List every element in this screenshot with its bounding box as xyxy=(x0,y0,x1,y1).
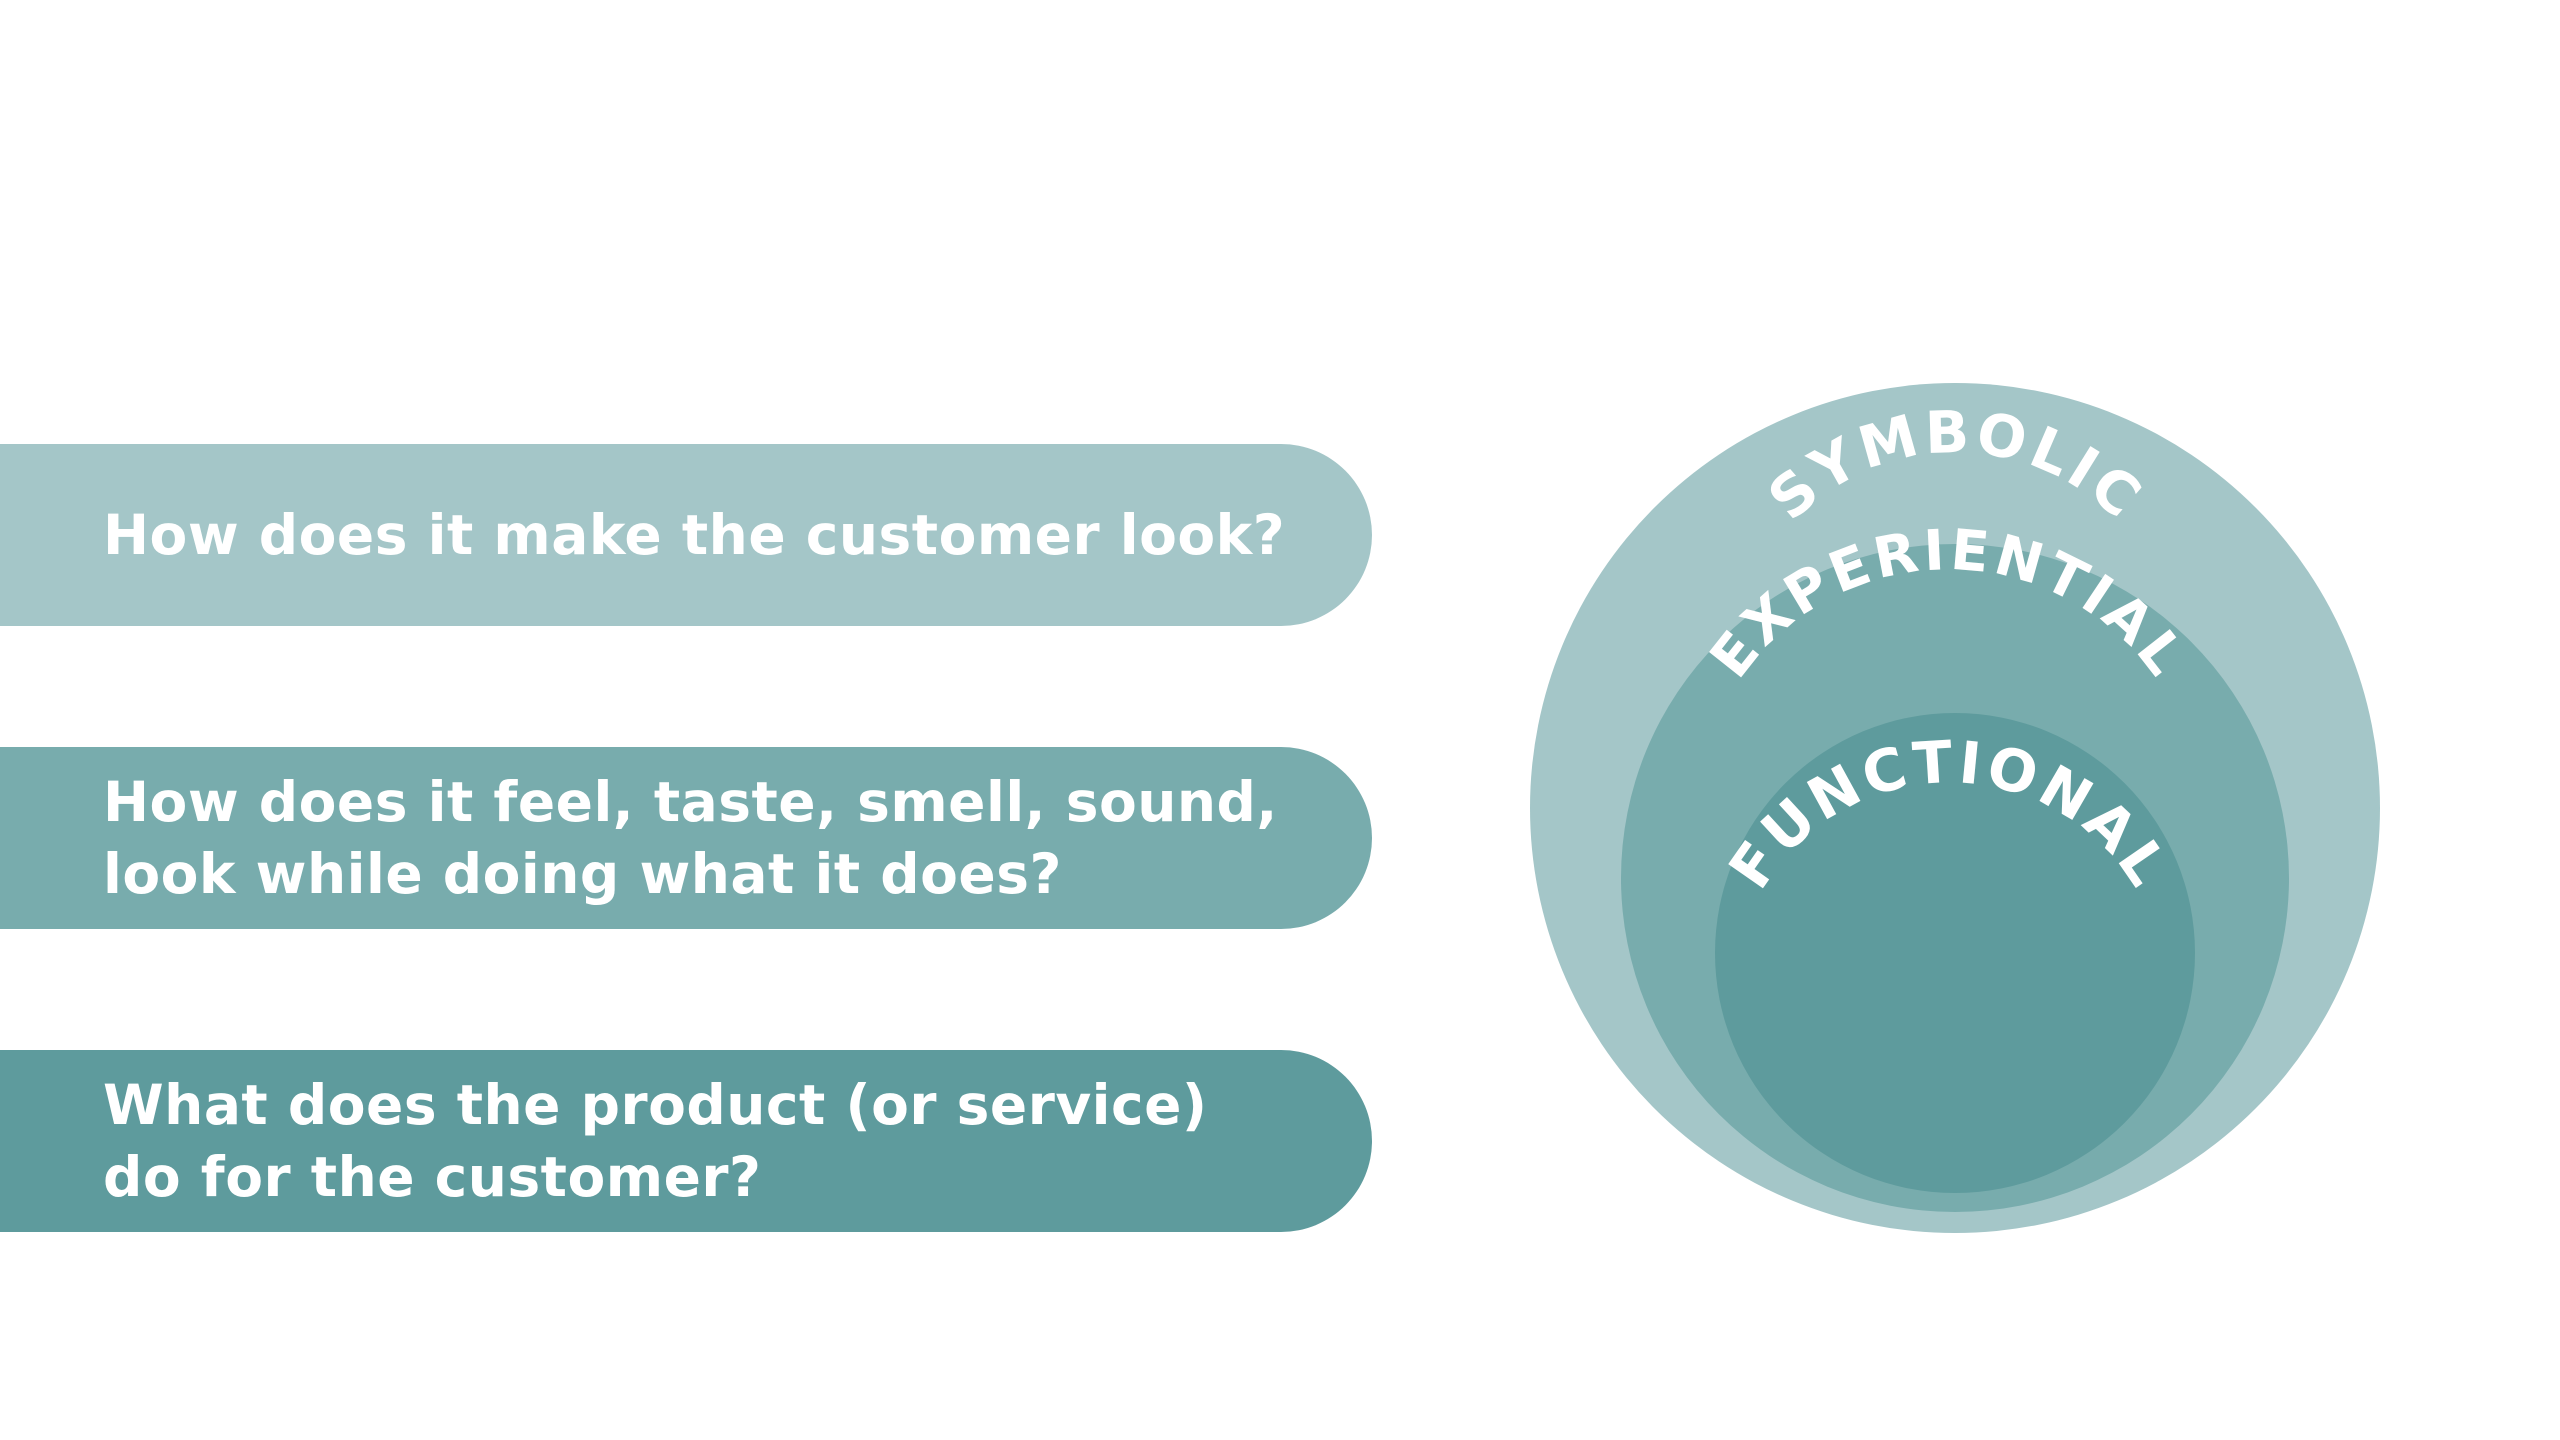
symbolic-question-line-1: How does it make the customer look? xyxy=(103,503,1286,567)
symbolic-question-bar: How does it make the customer look? xyxy=(0,444,1372,626)
experiential-question-line-1: How does it feel, taste, smell, sound, xyxy=(103,770,1278,834)
functional-question-text: What does the product (or service) do fo… xyxy=(103,1069,1208,1213)
functional-question-line-1: What does the product (or service) xyxy=(103,1073,1208,1137)
experiential-question-text: How does it feel, taste, smell, sound, l… xyxy=(103,766,1278,910)
experiential-question-bar: How does it feel, taste, smell, sound, l… xyxy=(0,747,1372,929)
experiential-question-line-2: look while doing what it does? xyxy=(103,842,1062,906)
functional-question-line-2: do for the customer? xyxy=(103,1145,762,1209)
functional-core xyxy=(1715,713,2195,1193)
functional-question-bar: What does the product (or service) do fo… xyxy=(0,1050,1372,1232)
symbolic-question-text: How does it make the customer look? xyxy=(103,499,1285,571)
